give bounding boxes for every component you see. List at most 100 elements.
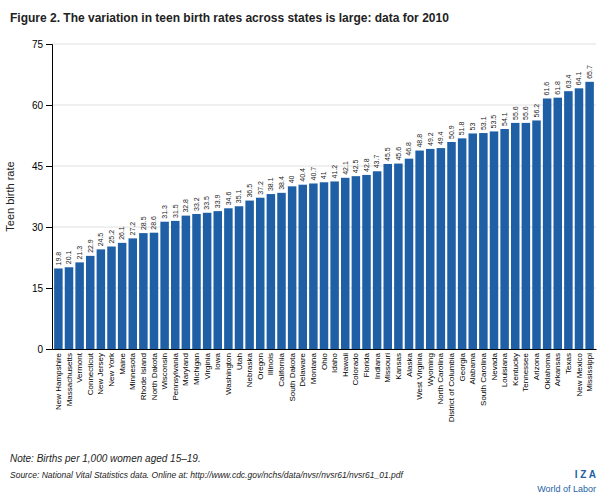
- x-tick-label: Maryland: [181, 353, 190, 386]
- x-tick: Virginia: [203, 349, 212, 380]
- y-tick-mark: [46, 44, 52, 45]
- x-tick: Illinois: [266, 349, 275, 375]
- bar: [267, 194, 276, 349]
- bar: [203, 213, 212, 349]
- data-label: 31.5: [171, 204, 178, 218]
- data-label: 28.6: [150, 216, 157, 230]
- bar: [415, 151, 424, 349]
- x-tick: Georgia: [458, 349, 467, 381]
- bar: [75, 262, 84, 349]
- x-tick: Rhode Island: [139, 349, 148, 400]
- y-tick-mark: [46, 288, 52, 289]
- x-tick: Ohio: [320, 349, 329, 370]
- x-tick-label: Virginia: [203, 352, 212, 379]
- bar: [384, 164, 393, 349]
- data-label: 22.9: [86, 239, 93, 253]
- x-tick-label: Nebraska: [245, 352, 254, 387]
- x-axis-line: [53, 349, 597, 350]
- logo: I Z A: [575, 469, 596, 480]
- x-tick: South Dakota: [288, 349, 297, 401]
- x-tick: Massachusetts: [65, 349, 74, 406]
- data-label: 49.2: [426, 132, 433, 146]
- bar: [405, 159, 414, 349]
- y-tick-mark: [46, 349, 52, 350]
- x-tick-label: Massachusetts: [65, 353, 74, 406]
- x-tick-label: Arkansas: [553, 353, 562, 386]
- x-tick: Arkansas: [553, 349, 562, 386]
- y-tick: 30: [32, 222, 52, 233]
- x-tick: Washington: [224, 349, 233, 395]
- bar: [118, 243, 127, 349]
- bar: [288, 186, 297, 349]
- data-label: 26.1: [118, 226, 125, 240]
- x-tick: Nebraska: [245, 349, 254, 387]
- x-tick-label: Texas: [564, 353, 573, 374]
- x-tick: New Hampshire: [54, 349, 63, 410]
- x-tick: Vermont: [75, 349, 84, 383]
- x-tick: Arizona: [532, 349, 541, 380]
- bar: [224, 208, 233, 349]
- data-label: 51.8: [458, 122, 465, 136]
- data-label: 42.5: [352, 159, 359, 173]
- x-tick: Maryland: [181, 349, 190, 386]
- annotations: Note: Births per 1,000 women aged 15–19.…: [10, 453, 596, 494]
- x-tick: New Jersey: [96, 349, 105, 395]
- data-label: 37.2: [256, 181, 263, 195]
- y-tick-label: 0: [37, 344, 43, 355]
- data-label: 36.5: [246, 184, 253, 198]
- x-tick: Wyoming: [426, 349, 435, 386]
- x-tick-label: Montana: [309, 352, 318, 384]
- data-label: 56.2: [533, 104, 540, 118]
- x-tick-label: Washington: [224, 353, 233, 395]
- plot: 19.820.121.322.924.525.226.127.228.528.6…: [32, 39, 597, 423]
- data-label: 38.4: [278, 176, 285, 190]
- x-tick-label: Wisconsin: [160, 353, 169, 389]
- data-label: 50.9: [448, 125, 455, 139]
- data-label: 27.2: [129, 222, 136, 236]
- x-tick-label: Utah: [235, 353, 244, 370]
- x-tick-label: Tennessee: [521, 352, 530, 391]
- bar: [447, 142, 456, 349]
- x-tick-label: Hawaii: [341, 353, 350, 377]
- x-tick-label: Delaware: [298, 352, 307, 386]
- data-label: 40: [288, 175, 295, 183]
- x-tick: New Mexico: [575, 349, 584, 397]
- data-label: 28.5: [140, 216, 147, 230]
- x-tick-label: New Jersey: [96, 353, 105, 395]
- data-label: 55.6: [511, 106, 518, 120]
- x-tick-label: New York: [107, 352, 116, 387]
- bar: [97, 249, 106, 349]
- x-tick: Indiana: [373, 349, 382, 379]
- bar: [341, 178, 350, 349]
- y-tick-mark: [46, 227, 52, 228]
- bar: [554, 98, 563, 349]
- data-label: 33.9: [214, 194, 221, 208]
- x-tick: Wisconsin: [160, 349, 169, 389]
- data-label: 45.5: [384, 147, 391, 161]
- bar: [139, 233, 148, 349]
- x-tick: Hawaii: [341, 349, 350, 377]
- x-tick: Texas: [564, 349, 573, 374]
- bar: [171, 221, 180, 349]
- x-tick-label: Iowa: [213, 352, 222, 369]
- x-tick-label: South Dakota: [288, 352, 297, 401]
- data-labels: 19.820.121.322.924.525.226.127.228.528.6…: [55, 65, 593, 265]
- logo-subtitle: World of Labor: [537, 484, 596, 494]
- bars: [54, 82, 594, 349]
- y-tick: 15: [32, 283, 52, 294]
- bar: [277, 193, 286, 349]
- bar: [511, 123, 520, 349]
- y-tick: 45: [32, 161, 52, 172]
- data-label: 42.1: [341, 161, 348, 175]
- y-tick: 0: [37, 344, 52, 355]
- note: Note: Births per 1,000 women aged 15–19.: [10, 453, 201, 464]
- source: Source: National Vital Statistics data. …: [10, 470, 405, 480]
- y-tick: 60: [32, 100, 52, 111]
- x-tick-label: Florida: [362, 352, 371, 377]
- y-tick: 75: [32, 39, 52, 50]
- bar: [107, 247, 116, 349]
- data-label: 20.1: [65, 251, 72, 265]
- bar: [575, 88, 584, 349]
- data-label: 35.1: [235, 190, 242, 204]
- x-tick: New York: [107, 349, 116, 387]
